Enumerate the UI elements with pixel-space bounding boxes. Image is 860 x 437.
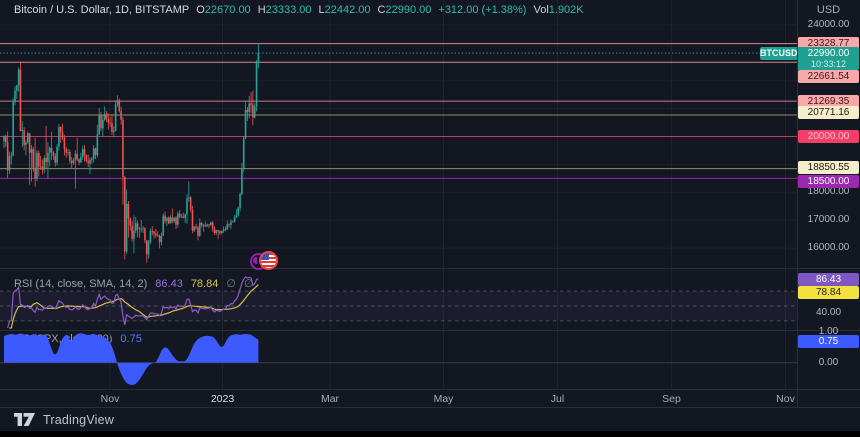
pane-separator-rsi-cc[interactable] [0,330,860,331]
time-axis-month-label: Mar [320,393,340,405]
cc-axis-label: 0.00 [818,356,839,368]
rsi-value-badge: 78.84 [798,285,859,299]
time-axis-month-label: Sep [662,393,681,405]
rsi-sma-line[interactable] [9,284,259,329]
candles[interactable] [3,43,260,263]
last-price-value: 22990.00 [807,48,850,59]
time-axis-month-label: Jul [550,393,565,405]
price-level-badge[interactable]: 20000.00 [798,130,859,143]
cc-title: CC (SPX, close, 20) [14,333,113,345]
low-value: 22442.00 [324,4,371,16]
price-level-badge[interactable]: 18500.00 [798,174,859,188]
cc-value-badge: 0.75 [798,335,859,349]
price-scale-currency[interactable]: USD [816,4,841,16]
cc-legend[interactable]: CC (SPX, close, 20) 0.75 [14,333,142,345]
tradingview-brand-text[interactable]: TradingView [43,412,114,427]
price-level-badge[interactable]: 20771.16 [798,105,859,119]
price-level-badge[interactable]: 21269.35 [798,94,859,108]
change-value: +312.00 (+1.38%) [438,4,527,16]
rsi-empty-icon: ∅ [226,278,236,290]
price-axis-label: 18000.00 [807,186,850,198]
price-axis-label: 16000.00 [807,242,850,254]
rsi-axis-label: 40.00 [815,307,842,319]
bottom-strip [0,431,860,437]
open-label: O [196,4,205,16]
price-level-badge[interactable]: 22661.54 [798,69,859,83]
last-price-badge: 22990.00 10:33:12 [798,47,859,70]
event-markers [250,251,280,271]
volume-value: 1.902K [548,4,584,16]
time-axis-month-label: Nov [776,393,795,405]
symbol-legend: Bitcoin / U.S. Dollar, 1D, BITSTAMP O226… [14,4,584,16]
price-axis-label: 17000.00 [807,214,850,226]
tradingview-logo-icon[interactable] [14,413,35,426]
close-value: 22990.00 [385,4,432,16]
rsi-value-badge: 86.43 [798,272,859,286]
price-axis-label: 24000.00 [807,18,850,30]
price-level-badge[interactable]: 18850.55 [798,160,859,174]
us-flag-event-icon[interactable] [259,251,278,270]
pane-separator-price-rsi[interactable] [0,268,860,269]
time-axis[interactable]: Nov 2023 Mar May Jul Sep Nov [0,390,797,407]
close-label: C [377,4,386,16]
rsi-legend[interactable]: RSI (14, close, SMA, 14, 2) 86.43 78.84 … [14,277,254,290]
cc-value: 0.75 [120,333,142,345]
cc-axis-label: 1.00 [818,325,839,337]
high-label: H [257,4,266,16]
time-axis-month-label: May [433,393,454,405]
bar-countdown: 10:33:12 [810,59,847,69]
bottom-toolbar: TradingView [0,407,860,431]
pane-separator-cc-axis [0,389,860,390]
rsi-band [0,291,797,321]
low-label: L [318,4,325,16]
rsi-title: RSI (14, close, SMA, 14, 2) [14,278,148,290]
price-scale-border [797,0,798,407]
rsi-sma-value: 78.84 [190,278,219,290]
symbol-title[interactable]: Bitcoin / U.S. Dollar, 1D, BITSTAMP [14,4,190,16]
price-level-badge[interactable]: 23328.77 [798,37,859,51]
symbol-price-chip: BTCUSD [760,47,798,60]
open-value: 22670.00 [204,4,251,16]
rsi-empty-icon: ∅ [243,278,254,290]
volume-label: Vol [533,4,549,16]
time-axis-month-label: Nov [100,393,120,405]
high-value: 23333.00 [265,4,312,16]
time-axis-year-label: 2023 [210,393,235,405]
rsi-value: 86.43 [155,278,183,290]
